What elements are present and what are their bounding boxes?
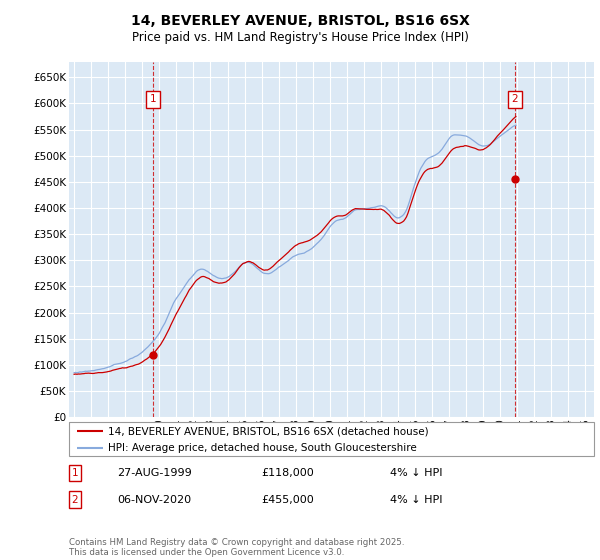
- Text: Contains HM Land Registry data © Crown copyright and database right 2025.
This d: Contains HM Land Registry data © Crown c…: [69, 538, 404, 557]
- Text: 06-NOV-2020: 06-NOV-2020: [117, 494, 191, 505]
- Text: Price paid vs. HM Land Registry's House Price Index (HPI): Price paid vs. HM Land Registry's House …: [131, 31, 469, 44]
- Text: 1: 1: [71, 468, 79, 478]
- Text: 14, BEVERLEY AVENUE, BRISTOL, BS16 6SX: 14, BEVERLEY AVENUE, BRISTOL, BS16 6SX: [131, 14, 469, 28]
- Text: 2: 2: [71, 494, 79, 505]
- Text: £118,000: £118,000: [261, 468, 314, 478]
- Text: 2: 2: [511, 94, 518, 104]
- Text: 4% ↓ HPI: 4% ↓ HPI: [390, 468, 443, 478]
- Text: 1: 1: [150, 94, 157, 104]
- Text: 14, BEVERLEY AVENUE, BRISTOL, BS16 6SX (detached house): 14, BEVERLEY AVENUE, BRISTOL, BS16 6SX (…: [109, 426, 429, 436]
- Text: HPI: Average price, detached house, South Gloucestershire: HPI: Average price, detached house, Sout…: [109, 443, 417, 452]
- Text: 4% ↓ HPI: 4% ↓ HPI: [390, 494, 443, 505]
- Text: 27-AUG-1999: 27-AUG-1999: [117, 468, 192, 478]
- Text: £455,000: £455,000: [261, 494, 314, 505]
